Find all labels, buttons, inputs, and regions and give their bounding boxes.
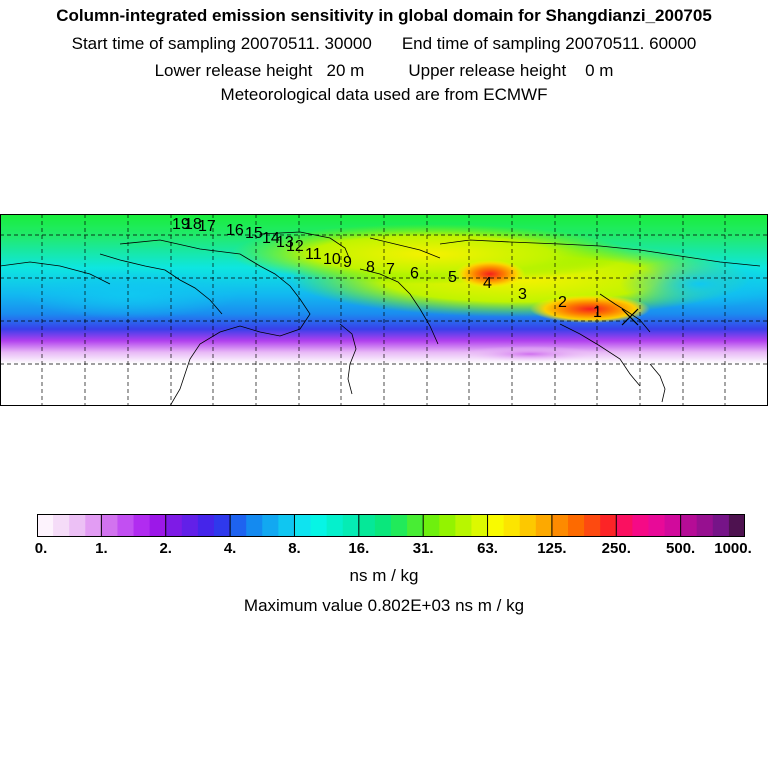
upper-release-label: Upper release height 0 m xyxy=(408,61,614,80)
trajectory-point-4: 4 xyxy=(483,275,492,292)
colorbar-cell xyxy=(551,514,569,537)
met-data-label: Meteorological data used are from ECMWF xyxy=(220,85,548,104)
colorbar-cell xyxy=(294,514,312,537)
colorbar-tick-label: 500. xyxy=(666,540,696,557)
colorbar-cell xyxy=(696,514,714,537)
plot-title: Column-integrated emission sensitivity i… xyxy=(56,6,712,25)
pacific-cyan-zone xyxy=(620,259,768,309)
trajectory-point-1: 1 xyxy=(593,304,602,321)
colorbar-cell xyxy=(197,514,215,537)
colorbar-cell xyxy=(278,514,296,537)
colorbar-cell xyxy=(246,514,263,537)
colorbar-separators xyxy=(100,514,682,537)
colorbar-cell xyxy=(262,514,279,537)
trajectory-point-6: 6 xyxy=(410,265,419,282)
colorbar-cell xyxy=(37,514,54,537)
colorbar-tick-label: 125. xyxy=(537,540,567,557)
colorbar-cell xyxy=(101,514,119,537)
colorbar-cell xyxy=(149,514,167,537)
colorbar-cell xyxy=(487,514,505,537)
colorbar-cell xyxy=(181,514,199,537)
colorbar-tick-label: 1000. xyxy=(714,540,752,557)
colorbar-cell xyxy=(632,514,650,537)
colorbar-tick-label: 250. xyxy=(601,540,631,557)
trajectory-point-12: 12 xyxy=(286,238,304,255)
colorbar-cell xyxy=(342,514,360,537)
sampling-times: Start time of sampling 20070511. 30000 En… xyxy=(0,34,768,54)
orange-core xyxy=(455,260,525,288)
trajectory-point-9: 9 xyxy=(343,254,352,271)
colorbar-cell xyxy=(165,514,183,537)
colorbar-cell xyxy=(503,514,521,537)
colorbar-cell xyxy=(712,514,730,537)
colorbar-cell xyxy=(616,514,633,537)
colorbar-tick-label: 4. xyxy=(223,540,237,557)
colorbar-cell xyxy=(728,514,745,537)
colorbar-cell xyxy=(519,514,537,537)
colorbar-tick-label: 0. xyxy=(34,540,48,557)
colorbar-cell xyxy=(69,514,86,537)
trajectory-point-17: 17 xyxy=(198,218,216,235)
trajectory-point-13: 13 xyxy=(276,234,294,251)
trajectory-point-18: 18 xyxy=(184,216,202,233)
colorbar-cell xyxy=(648,514,666,537)
colorbar-tick-label: 16. xyxy=(348,540,370,557)
colorbar-cell xyxy=(423,514,440,537)
trajectory-point-14: 14 xyxy=(262,230,280,247)
release-heights: Lower release height 20 m Upper release h… xyxy=(0,61,768,81)
colorbar-cell xyxy=(53,514,70,537)
trajectory-point-3: 3 xyxy=(518,286,527,303)
start-time-label: Start time of sampling 20070511. 30000 xyxy=(71,34,372,53)
colorbar-cell xyxy=(85,514,102,537)
trajectory-point-11: 11 xyxy=(305,246,322,263)
colorbar-cell xyxy=(214,514,231,537)
colorbar-tick-label: 2. xyxy=(159,540,172,557)
graticule xyxy=(0,214,768,406)
colorbar-cell xyxy=(584,514,601,537)
trajectory-point-15: 15 xyxy=(245,225,263,242)
colorbar-tick-label: 8. xyxy=(288,540,301,557)
colorbar-frame xyxy=(37,514,745,537)
colorbar-tick-label: 1. xyxy=(95,540,108,557)
maximum-value-label: Maximum value 0.802E+03 ns m / kg xyxy=(243,596,525,615)
colorbar-cell xyxy=(407,514,424,537)
colorbar-cell xyxy=(600,514,617,537)
trajectory-point-10: 10 xyxy=(323,251,341,268)
colorbar-cell xyxy=(133,514,151,537)
trajectory-point-16: 16 xyxy=(226,222,244,239)
colorbar-cell xyxy=(391,514,408,537)
colorbar-cell xyxy=(664,514,682,537)
colorbar-cell xyxy=(310,514,328,537)
colorbar-cell xyxy=(535,514,553,537)
trajectory-point-7: 7 xyxy=(386,261,395,278)
colorbar-tick-label: 63. xyxy=(477,540,498,557)
colorbar xyxy=(37,514,745,537)
end-time-label: End time of sampling 20070511. 60000 xyxy=(401,34,697,53)
colorbar-cell xyxy=(326,514,344,537)
coastlines xyxy=(0,231,761,406)
colorbar-cells xyxy=(37,514,745,537)
trajectory-point-2: 2 xyxy=(558,294,567,311)
trajectory-point-19: 19 xyxy=(172,216,190,233)
colorbar-cell xyxy=(680,514,698,537)
source-hotspot xyxy=(530,295,650,323)
colorbar-cell xyxy=(568,514,585,537)
lower-release-label: Lower release height 20 m xyxy=(154,61,365,80)
colorbar-cell xyxy=(117,514,135,537)
colorbar-units: ns m / kg xyxy=(349,566,419,585)
colorbar-cell xyxy=(374,514,392,537)
atlantic-cyan-zone xyxy=(20,269,240,319)
colorbar-tick-label: 31. xyxy=(412,540,434,557)
colorbar-cell xyxy=(439,514,456,537)
southern-purple-patch xyxy=(460,346,600,362)
colorbar-cell xyxy=(455,514,473,537)
release-site-marker xyxy=(621,308,639,326)
trajectory-point-5: 5 xyxy=(448,269,457,286)
colorbar-cell xyxy=(358,514,376,537)
trajectory-point-8: 8 xyxy=(366,259,375,276)
colorbar-cell xyxy=(471,514,489,537)
colorbar-cell xyxy=(230,514,247,537)
